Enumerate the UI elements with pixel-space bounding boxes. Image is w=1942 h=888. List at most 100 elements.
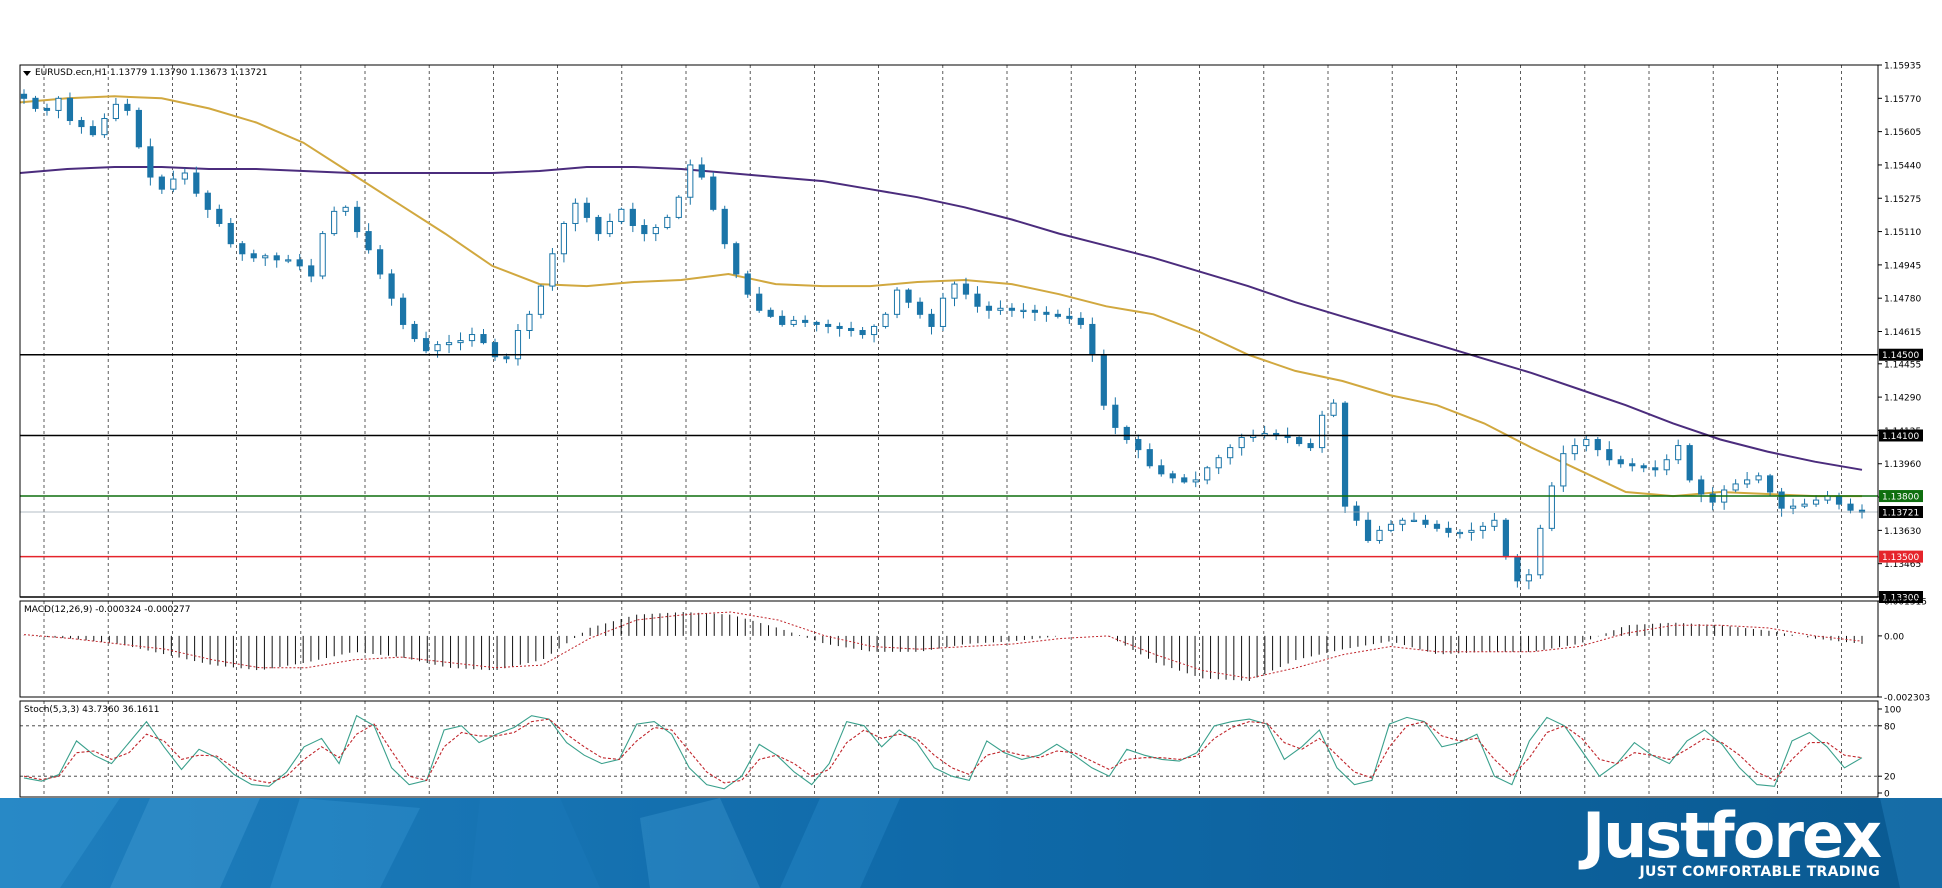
bear-candle — [1698, 479, 1705, 495]
bear-candle — [365, 231, 372, 251]
level-tag — [1879, 429, 1923, 442]
price-tick-label: 1.13465 — [1884, 560, 1921, 570]
bear-candle — [147, 146, 154, 178]
level-tag — [1879, 490, 1923, 503]
level-tag — [1879, 550, 1923, 563]
bear-candle — [721, 208, 728, 245]
price-axis: 1.15935 1.15770 1.15605 1.15440 1.15275 1.151… — [1878, 62, 1930, 800]
bear-candle — [1594, 439, 1601, 451]
bear-candle — [1008, 307, 1016, 311]
bear-candle — [802, 319, 809, 323]
bear-candle — [216, 208, 223, 224]
bear-candle — [1181, 477, 1188, 483]
bear-candle — [1514, 556, 1521, 582]
bear-candle — [1629, 463, 1636, 467]
bull-candle — [1560, 453, 1567, 487]
bear-candle — [1778, 491, 1785, 509]
bull-candle — [1387, 523, 1395, 531]
bull-candle — [687, 164, 694, 198]
macd-tick-label: -0.002303 — [1884, 694, 1930, 704]
bull-candle — [445, 342, 453, 346]
bear-candle — [744, 273, 751, 295]
bear-candle — [848, 327, 855, 331]
bear-candle — [1054, 313, 1061, 317]
bear-candle — [859, 329, 866, 336]
bear-candle — [1100, 354, 1107, 406]
bear-candle — [1077, 317, 1084, 325]
bear-candle — [78, 120, 85, 128]
bull-candle — [1468, 529, 1475, 533]
bull-candle — [457, 340, 464, 344]
bull-candle — [870, 325, 878, 336]
bear-candle — [1652, 467, 1659, 471]
bull-candle — [1801, 503, 1808, 507]
bear-candle — [43, 107, 51, 111]
bull-candle — [526, 313, 533, 331]
bull-candle — [514, 329, 522, 360]
bear-candle — [641, 225, 648, 235]
bear-candle — [1112, 404, 1119, 428]
bull-candle — [652, 227, 659, 235]
bull-candle — [939, 297, 947, 327]
current-price-label: 1.13721 — [1882, 509, 1919, 519]
price-tick-label: 1.14290 — [1884, 394, 1921, 404]
stoch-main-line — [23, 714, 1863, 790]
bear-candle — [308, 265, 315, 277]
banner-background — [0, 798, 1942, 888]
bear-candle — [227, 222, 234, 245]
level-label: 1.14100 — [1882, 432, 1919, 442]
level-tag — [1879, 591, 1923, 603]
bear-candle — [595, 216, 602, 235]
stoch-tick-label: 100 — [1884, 706, 1901, 716]
brand-banner: Justforex JUST COMFORTABLE TRADING — [0, 798, 1942, 888]
bear-candle — [1686, 445, 1693, 481]
price-tick-label: 1.15275 — [1884, 195, 1921, 205]
bear-candle — [273, 255, 280, 261]
bear-candle — [825, 323, 832, 327]
bull-candle — [101, 118, 108, 136]
bear-candle — [1169, 473, 1176, 479]
bear-candle — [905, 289, 912, 303]
bull-candle — [549, 253, 556, 287]
bear-candle — [411, 323, 418, 340]
bull-candle — [882, 313, 889, 327]
bull-candle — [606, 220, 613, 235]
stochastic-panel: Stoch(5,3,3) 43.7360 36.1611 — [20, 705, 1878, 790]
price-tick-label: 1.14945 — [1884, 261, 1921, 271]
bull-candle — [319, 233, 326, 277]
bull-candle — [1537, 527, 1544, 576]
price-tick-label: 1.14615 — [1884, 328, 1921, 338]
bear-candle — [985, 305, 993, 311]
bull-candle — [1789, 505, 1797, 509]
bear-candle — [710, 176, 717, 210]
bull-candle — [951, 283, 958, 299]
bear-candle — [756, 293, 763, 311]
bull-candle — [997, 307, 1004, 311]
bull-candle — [1732, 483, 1739, 491]
bear-candle — [698, 164, 705, 178]
bull-candle — [790, 319, 797, 325]
bull-candle — [1675, 445, 1682, 461]
bear-candle — [124, 103, 131, 111]
bull-candle — [181, 172, 188, 180]
bull-candle — [618, 208, 625, 222]
bull-candle — [1330, 402, 1337, 416]
stoch-signal-line — [23, 718, 1863, 784]
bear-candle — [32, 97, 39, 109]
bear-candle — [629, 208, 636, 227]
bear-candle — [1422, 519, 1429, 525]
bear-candle — [135, 109, 142, 148]
bear-candle — [1031, 309, 1039, 313]
bear-candle — [583, 202, 590, 218]
bull-candle — [1410, 519, 1418, 522]
bear-candle — [1146, 449, 1153, 467]
bear-candle — [1043, 311, 1050, 315]
bear-candle — [158, 176, 165, 190]
stoch-tick-label: 80 — [1884, 722, 1896, 732]
bear-candle — [962, 283, 970, 295]
bull-candle — [1456, 531, 1464, 535]
price-tick-label: 1.15110 — [1884, 228, 1921, 238]
bull-candle — [1192, 479, 1199, 483]
bull-candle — [285, 259, 292, 262]
bear-candle — [66, 97, 74, 122]
